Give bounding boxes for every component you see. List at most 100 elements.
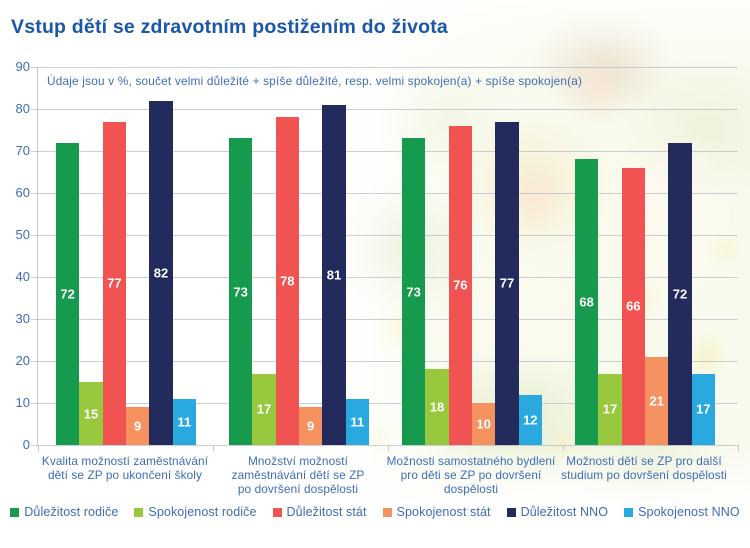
legend-swatch [134, 507, 144, 517]
legend-item: Důležitost rodiče [10, 505, 118, 519]
bar-d-le-itost-rodi-e: 72 [56, 142, 80, 445]
legend-swatch [624, 507, 634, 517]
bar-spokojenost-nno: 11 [345, 398, 369, 445]
legend-label: Důležitost stát [286, 505, 367, 519]
x-axis-tick [563, 445, 564, 451]
legend-item: Důležitost NNO [506, 505, 609, 519]
y-axis-tick-label: 40 [15, 269, 30, 284]
x-axis-tick [738, 445, 739, 451]
bar-value-label: 17 [256, 401, 272, 417]
bar-d-le-itost-nno: 81 [322, 104, 346, 445]
bar-group: 72 15 77 9 82 11 [56, 67, 196, 445]
y-axis-tick-label: 0 [22, 437, 30, 452]
gridline [31, 445, 738, 446]
legend-label: Důležitost NNO [520, 505, 609, 519]
y-axis-tick-label: 30 [15, 311, 30, 326]
category-label: Kvalita možností zaměstnávání dětí se ZP… [41, 454, 209, 482]
category-label: Možnosti samostatného bydlení pro děti s… [386, 454, 556, 496]
bar-group: 73 17 78 9 81 11 [229, 67, 369, 445]
bar-d-le-itost-st-t: 76 [448, 125, 472, 445]
bar-spokojenost-st-t: 9 [298, 407, 323, 445]
gridline [31, 151, 738, 152]
bar-value-label: 17 [696, 401, 711, 417]
bar-value-label: 11 [350, 414, 365, 430]
bar-value-label: 76 [453, 277, 468, 293]
legend-label: Spokojenost rodiče [148, 505, 257, 519]
bar-value-label: 66 [626, 298, 641, 314]
bar-value-label: 78 [280, 273, 295, 289]
bar-d-le-itost-nno: 72 [668, 142, 692, 445]
bar-spokojenost-nno: 12 [518, 394, 542, 445]
bar-group: 73 18 76 10 77 12 [402, 67, 542, 445]
x-axis-tick [38, 445, 39, 451]
category-label: Možnosti dětí se ZP pro další studium po… [561, 454, 727, 482]
y-axis-tick-label: 90 [15, 59, 30, 74]
gridline [31, 361, 738, 362]
bar-value-label: 77 [499, 275, 515, 291]
legend-item: Důležitost stát [272, 505, 367, 519]
bar-spokojenost-nno: 11 [172, 398, 196, 445]
gridline [31, 235, 738, 236]
bar-value-label: 68 [579, 294, 594, 310]
bar-value-label: 17 [602, 401, 618, 417]
bar-d-le-itost-st-t: 77 [102, 121, 126, 445]
gridline [31, 403, 738, 404]
category-label: Množství možností zaměstnávání dětí se Z… [231, 454, 365, 496]
bar-value-label: 9 [134, 418, 142, 434]
chart-title: Vstup dětí se zdravotním postižením do ž… [11, 16, 448, 38]
legend-swatch [382, 507, 392, 517]
bar-d-le-itost-rodi-e: 73 [229, 138, 253, 445]
gridline [31, 109, 738, 110]
y-axis-tick-label: 70 [15, 143, 30, 158]
bar-value-label: 11 [177, 414, 192, 430]
bar-value-label: 12 [523, 412, 538, 428]
bar-spokojenost-rodi-e: 18 [425, 369, 449, 445]
legend-item: Spokojenost NNO [624, 505, 740, 519]
bar-spokojenost-rodi-e: 17 [598, 373, 622, 445]
gridline [31, 193, 738, 194]
bar-d-le-itost-nno: 77 [495, 121, 519, 445]
legend-item: Spokojenost stát [382, 505, 491, 519]
plot-area: Údaje jsou v %, součet velmi důležité + … [31, 67, 739, 451]
bar-spokojenost-nno: 17 [691, 373, 715, 445]
bar-d-le-itost-rodi-e: 68 [575, 159, 599, 445]
legend-item: Spokojenost rodiče [134, 505, 256, 519]
bar-value-label: 73 [406, 284, 421, 300]
y-axis-tick-label: 50 [15, 227, 30, 242]
bar-value-label: 77 [107, 275, 122, 291]
bar-value-label: 82 [153, 265, 169, 281]
legend-swatch [10, 507, 20, 517]
bar-value-label: 18 [429, 399, 445, 415]
bar-d-le-itost-rodi-e: 73 [402, 138, 426, 445]
x-axis-tick [388, 445, 389, 451]
bar-spokojenost-rodi-e: 15 [79, 382, 103, 445]
gridline [31, 67, 738, 68]
bar-value-label: 15 [83, 406, 99, 421]
bar-spokojenost-st-t: 21 [644, 356, 669, 445]
gridline [31, 277, 738, 278]
legend-label: Spokojenost stát [396, 505, 491, 519]
bar-value-label: 9 [307, 418, 315, 434]
x-axis-tick [213, 445, 214, 451]
bar-d-le-itost-nno: 82 [149, 100, 173, 445]
chart-note: Údaje jsou v %, součet velmi důležité + … [47, 74, 583, 88]
gridline [31, 319, 738, 320]
legend-label: Spokojenost NNO [638, 505, 740, 519]
bar-spokojenost-st-t: 10 [471, 403, 496, 445]
y-axis-tick-label: 20 [15, 353, 30, 368]
bar-value-label: 72 [60, 286, 75, 302]
bar-d-le-itost-st-t: 78 [275, 117, 299, 445]
bar-value-label: 72 [672, 286, 688, 302]
legend-swatch [272, 507, 282, 517]
legend: Důležitost rodiče Spokojenost rodiče Důlež… [0, 505, 750, 519]
bar-value-label: 10 [476, 416, 491, 432]
bar-spokojenost-st-t: 9 [125, 407, 150, 445]
bar-value-label: 73 [233, 284, 248, 300]
y-axis-tick-label: 60 [15, 185, 30, 200]
bar-d-le-itost-st-t: 66 [621, 167, 645, 445]
legend-swatch [506, 507, 516, 517]
y-axis-tick-label: 80 [15, 101, 30, 116]
y-axis-tick-label: 10 [15, 395, 30, 410]
bar-value-label: 81 [326, 267, 342, 283]
